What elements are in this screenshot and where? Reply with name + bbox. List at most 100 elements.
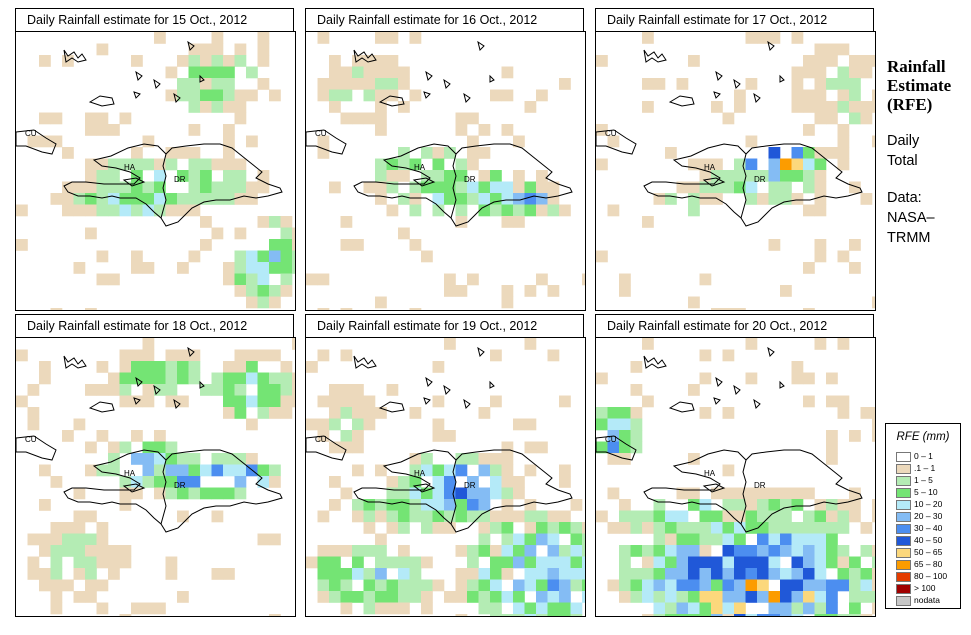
rainfall-cell xyxy=(582,545,585,557)
rainfall-cell xyxy=(234,43,247,56)
rainfall-cell xyxy=(363,89,376,102)
rainfall-cell xyxy=(872,568,875,580)
rainfall-cell xyxy=(490,579,502,592)
coastline xyxy=(353,143,573,227)
rainfall-cell xyxy=(234,476,247,488)
rainfall-cell xyxy=(536,510,548,523)
rainfall-cell xyxy=(234,158,247,171)
rainfall-cell xyxy=(478,181,491,194)
rainfall-cell xyxy=(745,556,758,569)
rainfall-cell xyxy=(814,204,827,217)
rainfall-cell xyxy=(165,349,178,362)
rainfall-cell xyxy=(234,101,247,113)
rainfall-cell xyxy=(398,147,410,159)
rainfall-cell xyxy=(85,124,97,136)
rainfall-cell xyxy=(490,522,502,534)
rainfall-cell xyxy=(340,602,353,615)
rainfall-cell xyxy=(85,510,97,523)
rainfall-cell xyxy=(421,579,433,592)
rainfall-cell xyxy=(142,453,155,465)
rainfall-cell xyxy=(50,579,63,592)
rainfall-cell xyxy=(280,395,293,408)
rainfall-cell xyxy=(757,170,769,182)
rainfall-cell xyxy=(547,556,560,569)
legend-swatch xyxy=(896,584,911,594)
rainfall-cell xyxy=(814,522,827,534)
rainfall-cell xyxy=(108,124,120,136)
rainfall-cell xyxy=(860,522,873,534)
rainfall-cell xyxy=(791,89,804,102)
rainfall-cell xyxy=(478,522,491,534)
coastline xyxy=(702,177,726,187)
rainfall-cell xyxy=(223,181,235,194)
rainfall-cell xyxy=(791,158,804,171)
rainfall-cell xyxy=(826,522,838,534)
coastline xyxy=(767,40,785,83)
rainfall-cell xyxy=(200,170,212,182)
rainfall-cell xyxy=(409,181,422,194)
rainfall-cell xyxy=(223,453,235,465)
rainfall-cell xyxy=(188,487,201,500)
rainfall-cell xyxy=(142,204,155,217)
rainfall-cell xyxy=(478,170,491,182)
rainfall-cell xyxy=(257,43,270,56)
rainfall-cell xyxy=(409,193,422,205)
rainfall-cell xyxy=(73,533,86,546)
rainfall-cell xyxy=(409,591,422,603)
rainfall-cell xyxy=(62,533,74,546)
rainfall-cell xyxy=(398,487,410,500)
rainfall-cell xyxy=(234,55,247,67)
rainfall-cell xyxy=(582,533,585,546)
rainfall-cell xyxy=(269,464,281,477)
coastline xyxy=(16,435,57,461)
rainfall-cell xyxy=(630,522,643,534)
rainfall-cell xyxy=(165,556,178,569)
rainfall-cell xyxy=(165,89,178,102)
rainfall-cell xyxy=(352,430,364,442)
rainfall-cell xyxy=(642,522,654,534)
rainfall-cell xyxy=(142,135,155,148)
rainfall-cell xyxy=(280,372,293,385)
rainfall-cell xyxy=(676,487,689,500)
rainfall-cell xyxy=(386,510,399,523)
rainfall-cell xyxy=(96,384,109,396)
rainfall-cell xyxy=(791,66,804,79)
rainfall-cell xyxy=(524,499,537,511)
rainfall-cell xyxy=(73,418,86,431)
rainfall-cell xyxy=(386,522,399,534)
rainfall-cell xyxy=(699,614,712,616)
rainfall-cell xyxy=(676,181,689,194)
rainfall-cell xyxy=(200,464,212,477)
rainfall-cell xyxy=(791,556,804,569)
rainfall-cell xyxy=(536,614,548,616)
rainfall-cell xyxy=(280,250,293,263)
rainfall-cell xyxy=(490,545,502,557)
rainfall-cell xyxy=(444,430,456,442)
rainfall-cell xyxy=(269,89,281,102)
rainfall-cell xyxy=(375,55,387,67)
rainfall-cell xyxy=(699,510,712,523)
rainfall-cell xyxy=(154,464,166,477)
rainfall-cell xyxy=(131,250,143,263)
rainfall-cell xyxy=(837,395,850,408)
rainfall-cell xyxy=(200,89,212,102)
rainfall-cell xyxy=(329,568,341,580)
rainfall-cell xyxy=(73,545,86,557)
rainfall-cell xyxy=(837,89,850,102)
rainfall-cell xyxy=(375,602,387,615)
rainfall-cell xyxy=(62,545,74,557)
rainfall-cell xyxy=(653,510,666,523)
rainfall-cell xyxy=(73,193,86,205)
rainfall-cell xyxy=(188,43,201,56)
rainfall-cell xyxy=(665,193,677,205)
rainfall-cell xyxy=(780,579,792,592)
rainfall-cell xyxy=(582,579,585,592)
rainfall-cell xyxy=(292,338,295,350)
rainfall-cell xyxy=(467,453,479,465)
rainfall-cell xyxy=(386,384,399,396)
rainfall-cell xyxy=(329,476,341,488)
rainfall-cell xyxy=(791,372,804,385)
rainfall-cell xyxy=(734,510,746,523)
legend-label: > 100 xyxy=(914,583,936,593)
rainfall-cell xyxy=(513,602,525,615)
